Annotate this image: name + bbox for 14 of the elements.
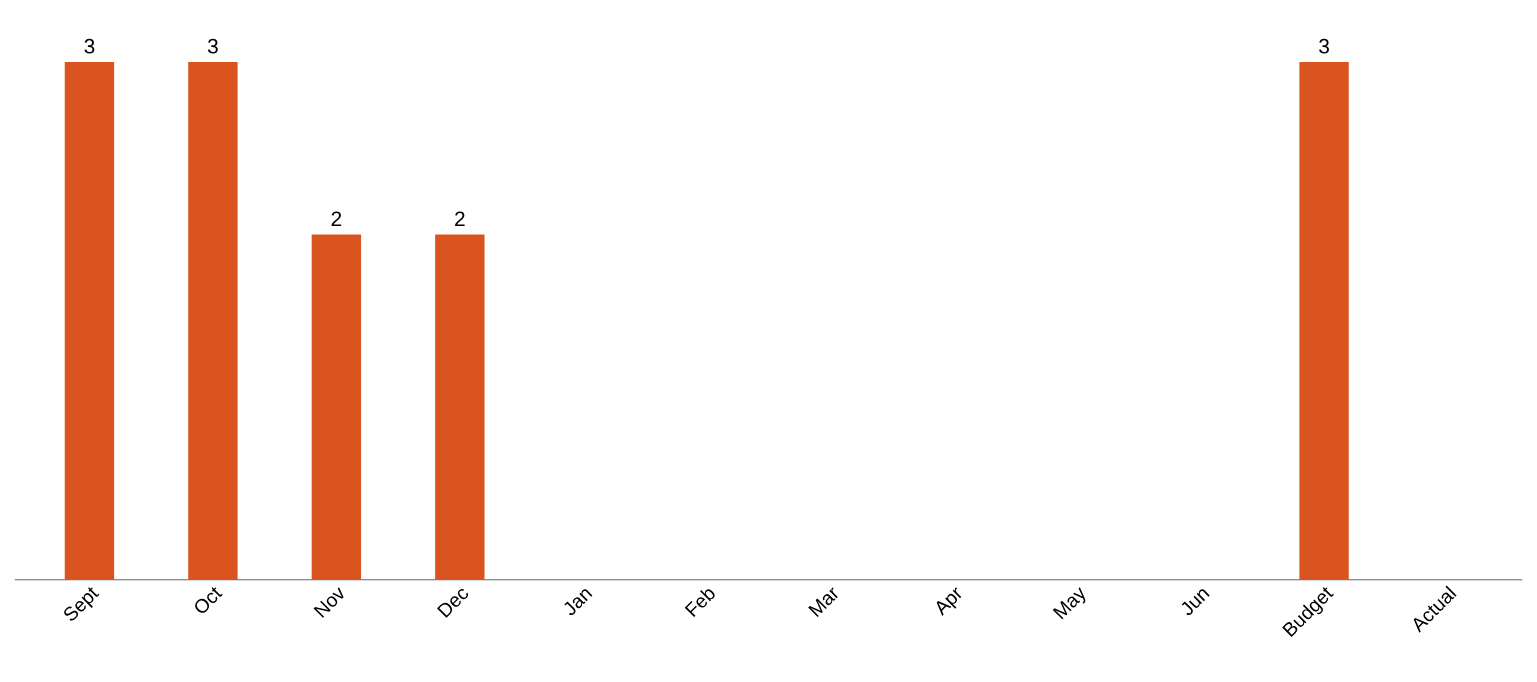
x-tick-label: Jun <box>1179 585 1210 617</box>
data-label: 2 <box>455 211 465 226</box>
data-label: 3 <box>1319 38 1329 54</box>
x-tick-label: Jan <box>561 585 593 617</box>
x-tick-label: Oct <box>192 585 223 616</box>
x-tick-label: May <box>1052 585 1090 623</box>
x-tick-label: Apr <box>932 585 967 619</box>
x-tick-label: Feb <box>684 585 717 618</box>
data-label: 3 <box>84 38 95 54</box>
x-tick-label: Nov <box>313 585 347 618</box>
x-tick-label: Dec <box>437 585 470 618</box>
x-tick-label: Mar <box>808 585 841 618</box>
data-label: 2 <box>331 211 342 226</box>
data-label: 3 <box>207 38 218 54</box>
